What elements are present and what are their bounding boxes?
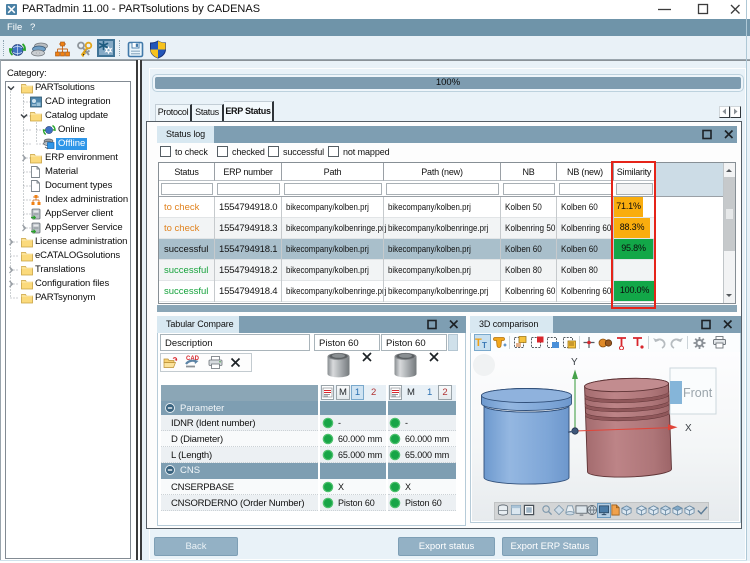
- svg-text:T: T: [475, 337, 482, 349]
- svg-text:Y: Y: [571, 357, 578, 368]
- svg-text:Front: Front: [683, 386, 713, 400]
- svg-text:CAD: CAD: [186, 356, 200, 362]
- svg-text:X: X: [685, 423, 692, 434]
- svg-text:T: T: [482, 341, 487, 349]
